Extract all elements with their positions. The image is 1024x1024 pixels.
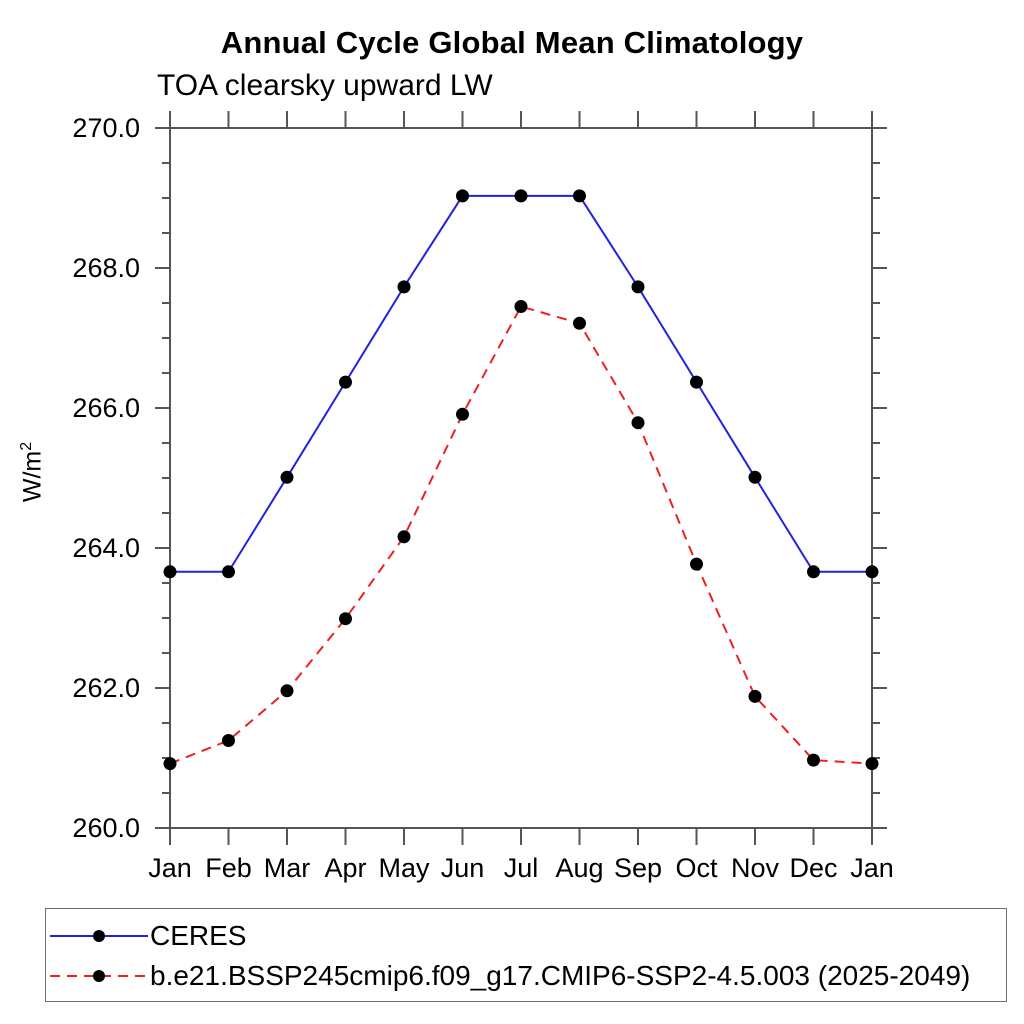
chart-subtitle: TOA clearsky upward LW	[157, 69, 493, 102]
legend-item-ceres: CERES	[50, 920, 247, 951]
model-line	[169, 305, 873, 765]
data-point-marker	[573, 189, 586, 203]
data-point-marker	[748, 470, 762, 484]
y-tick-label: 266.0	[72, 393, 140, 423]
x-tick-label: Nov	[731, 853, 780, 883]
legend-label-model: b.e21.BSSP245cmip6.f09_g17.CMIP6-SSP2-4.…	[150, 960, 971, 991]
model-line-swatch	[50, 970, 148, 982]
data-point-marker	[631, 280, 645, 294]
data-point-marker	[690, 375, 703, 389]
data-point-marker	[456, 189, 469, 203]
x-tick-label: Sep	[614, 853, 662, 883]
ceres-line-swatch	[50, 930, 148, 942]
data-point-marker	[280, 684, 294, 698]
plot-frame	[169, 127, 873, 829]
y-tick-label: 262.0	[72, 673, 140, 703]
x-tick-label: Jun	[441, 853, 485, 883]
data-point-marker	[397, 530, 411, 544]
y-tick-label: 270.0	[72, 113, 140, 143]
data-point-marker	[222, 734, 235, 747]
x-tick-label: Dec	[789, 853, 837, 883]
data-point-marker	[690, 557, 703, 571]
data-point-marker	[514, 189, 528, 203]
data-point-marker	[865, 757, 879, 771]
x-tick-label: Apr	[324, 853, 366, 883]
y-tick-label: 264.0	[72, 533, 140, 563]
y-tick-label: 260.0	[72, 813, 140, 843]
x-tick-label: Jul	[504, 853, 539, 883]
legend-swatch-marker	[93, 970, 105, 982]
data-point-marker	[807, 565, 820, 579]
data-point-marker	[163, 565, 177, 579]
data-point-marker	[280, 470, 294, 484]
data-point-marker	[456, 407, 469, 421]
data-point-marker	[339, 612, 352, 626]
data-point-marker	[865, 565, 879, 579]
x-tick-label: Aug	[555, 853, 603, 883]
x-tick-label: Mar	[264, 853, 311, 883]
ceres-line	[170, 194, 872, 573]
legend: CERES b.e21.BSSP245cmip6.f09_g17.CMIP6-S…	[45, 908, 1007, 1002]
data-point-marker	[514, 300, 528, 313]
data-point-marker	[573, 316, 586, 330]
x-tick-label: Oct	[675, 853, 718, 883]
x-tick-label: Jan	[850, 853, 894, 883]
data-point-marker	[222, 565, 235, 579]
data-point-marker	[748, 689, 762, 703]
x-tick-label: Jan	[148, 853, 192, 883]
x-tick-label: Feb	[205, 853, 252, 883]
x-tick-label: May	[378, 853, 430, 883]
legend-label-ceres: CERES	[150, 920, 247, 951]
y-tick-label: 268.0	[72, 253, 140, 283]
data-point-marker	[631, 416, 645, 430]
legend-swatch-marker	[93, 930, 105, 942]
data-point-marker	[163, 757, 177, 771]
data-point-marker	[339, 375, 352, 389]
data-point-marker	[807, 753, 820, 767]
chart-title: Annual Cycle Global Mean Climatology	[220, 25, 804, 60]
data-point-marker	[397, 280, 411, 294]
plot-area: 260.0 262.0 264.0 266.0 268.0 270.0 Jan Feb Mar A…	[72, 111, 894, 883]
legend-item-model: b.e21.BSSP245cmip6.f09_g17.CMIP6-SSP2-4.…	[50, 960, 971, 991]
